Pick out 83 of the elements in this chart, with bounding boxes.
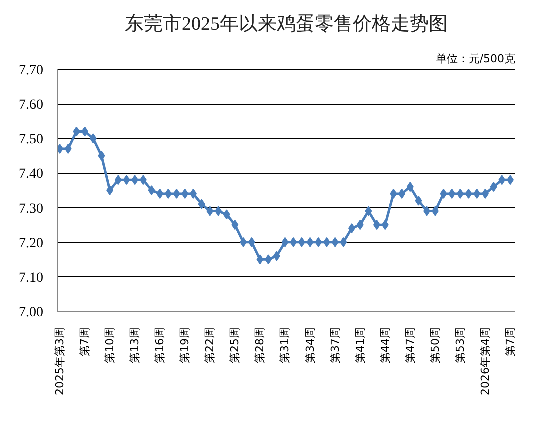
point bbox=[365, 206, 372, 216]
x-tick-label: 第53周 bbox=[454, 327, 467, 364]
x-tick-label: 第31周 bbox=[278, 327, 292, 364]
point bbox=[114, 175, 122, 186]
x-tick-label: 2025年第3周 bbox=[54, 327, 67, 396]
point bbox=[64, 144, 72, 154]
y-tick-label: 7.00 bbox=[19, 306, 44, 320]
point bbox=[198, 199, 206, 210]
x-tick-label: 第34周 bbox=[304, 327, 317, 364]
point bbox=[390, 188, 398, 199]
x-tick-label: 第37周 bbox=[328, 327, 342, 364]
point bbox=[332, 237, 339, 248]
point bbox=[356, 220, 364, 230]
point bbox=[248, 237, 256, 248]
point bbox=[140, 175, 147, 186]
point bbox=[440, 188, 448, 199]
y-tick-label: 7.30 bbox=[19, 202, 44, 217]
point bbox=[182, 188, 189, 199]
point bbox=[98, 150, 106, 161]
point bbox=[106, 186, 114, 196]
point bbox=[164, 188, 172, 199]
point bbox=[323, 237, 330, 248]
point bbox=[123, 175, 130, 186]
point bbox=[406, 182, 414, 192]
x-tick-label: 第22周 bbox=[204, 327, 217, 364]
x-tick-label: 第50周 bbox=[428, 327, 442, 364]
point bbox=[398, 188, 406, 199]
point bbox=[506, 175, 514, 186]
point bbox=[190, 188, 197, 199]
point bbox=[173, 188, 180, 199]
point bbox=[498, 175, 506, 186]
point bbox=[73, 126, 80, 137]
y-tick-label: 7.20 bbox=[19, 236, 44, 252]
point bbox=[223, 210, 230, 220]
point bbox=[382, 220, 389, 230]
point bbox=[90, 134, 97, 144]
x-tick-label: 第13周 bbox=[128, 327, 142, 364]
point bbox=[290, 237, 298, 248]
x-tick-label: 第10周 bbox=[104, 327, 117, 364]
point bbox=[340, 237, 348, 248]
point bbox=[465, 188, 472, 199]
y-tick-label: 7.70 bbox=[19, 64, 44, 78]
point bbox=[273, 251, 280, 262]
y-tick-label: 7.50 bbox=[19, 132, 44, 148]
y-tick-label: 7.40 bbox=[19, 167, 44, 182]
y-tick-label: 7.10 bbox=[19, 270, 44, 286]
point bbox=[156, 188, 164, 199]
x-tick-label: 2026年第4周 bbox=[478, 327, 492, 396]
x-tick-label: 第7周 bbox=[504, 328, 517, 356]
chart-title: 东莞市2025年以来鸡蛋零售价格走势图 bbox=[125, 13, 448, 35]
point bbox=[424, 206, 431, 216]
x-tick-label: 第19周 bbox=[178, 327, 192, 364]
text: 单位：元/500克 bbox=[436, 52, 516, 66]
point bbox=[315, 237, 322, 248]
point bbox=[348, 224, 356, 234]
point bbox=[256, 254, 264, 265]
point bbox=[298, 237, 306, 248]
point bbox=[206, 206, 214, 216]
x-tick-label: 第16周 bbox=[154, 327, 167, 364]
point bbox=[432, 206, 439, 216]
x-tick-label: 第44周 bbox=[378, 327, 392, 364]
point bbox=[215, 206, 222, 216]
point bbox=[282, 237, 289, 248]
point bbox=[148, 186, 156, 196]
point bbox=[240, 237, 248, 248]
x-tick-label: 第28周 bbox=[254, 327, 267, 364]
x-tick-label: 第47周 bbox=[404, 327, 417, 364]
x-tick-label: 第25周 bbox=[228, 327, 242, 364]
point bbox=[474, 188, 481, 199]
point bbox=[482, 188, 489, 199]
point bbox=[374, 220, 381, 230]
point bbox=[456, 188, 464, 199]
x-tick-label: 第41周 bbox=[354, 327, 367, 364]
y-tick-label: 7.60 bbox=[19, 98, 44, 114]
point bbox=[232, 220, 239, 230]
point bbox=[415, 196, 422, 206]
x-tick-label: 第7周 bbox=[78, 328, 92, 356]
point bbox=[265, 254, 272, 265]
point bbox=[448, 188, 456, 199]
point bbox=[82, 126, 89, 137]
point bbox=[490, 182, 498, 192]
point bbox=[132, 175, 139, 186]
point bbox=[306, 237, 314, 248]
